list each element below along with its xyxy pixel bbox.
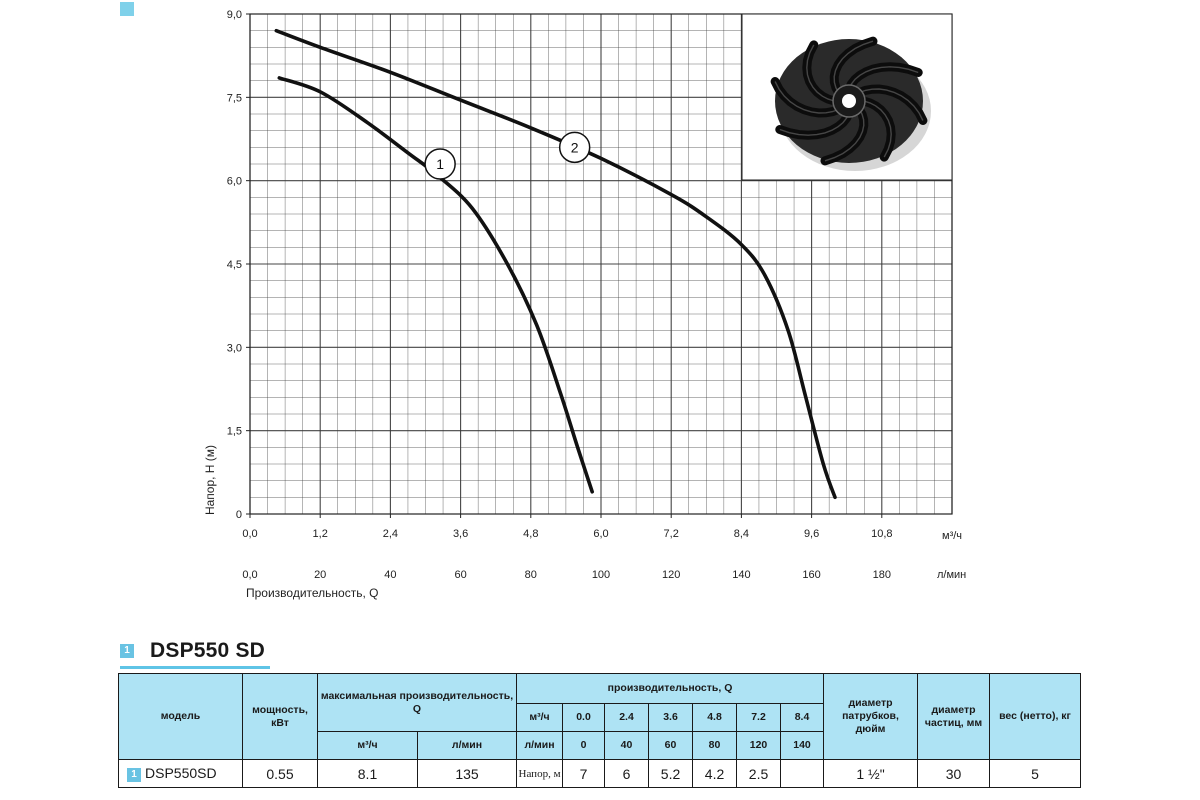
curve-label: 2 bbox=[571, 139, 579, 155]
section-badge: 1 bbox=[120, 644, 134, 658]
series-line-1 bbox=[277, 76, 594, 494]
y-tick-label: 6,0 bbox=[227, 176, 242, 188]
x-tick-label: 7,2 bbox=[664, 528, 679, 540]
chart-series: 12 bbox=[274, 28, 837, 500]
series-line-2 bbox=[274, 28, 837, 500]
x2-tick-label: 120 bbox=[662, 569, 680, 581]
cell-head-1: 6 bbox=[604, 759, 650, 788]
header-flow-m3-1: 2.4 bbox=[604, 703, 650, 732]
impeller-blade-highlight bbox=[848, 66, 919, 90]
impeller-blade-highlight bbox=[863, 100, 892, 158]
x-tick-label: 1,2 bbox=[313, 528, 328, 540]
cell-particle: 30 bbox=[917, 759, 991, 788]
cell-model: 1 DSP550SD bbox=[118, 759, 243, 788]
impeller-blade-highlight bbox=[833, 40, 874, 93]
header-flow-m3-2: 3.6 bbox=[648, 703, 694, 732]
x-axis-unit: м³/ч bbox=[942, 530, 962, 542]
x2-axis-unit: л/мин bbox=[937, 569, 966, 581]
pump-curve-chart: 12 0,0 1,2 2,4 3,6 4,8 6,0 7,2 8,4 9,6 10,80,0 20 4… bbox=[203, 9, 966, 600]
header-max-m3: м³/ч bbox=[317, 731, 418, 760]
cell-head-label: Напор, м bbox=[516, 759, 564, 788]
header-flow: производительность, Q bbox=[516, 673, 825, 704]
header-max-flow: максимальная производительность, Q bbox=[316, 673, 518, 732]
x2-tick-label: 40 bbox=[384, 569, 396, 581]
header-max-lmin: л/мин bbox=[416, 731, 518, 760]
x-tick-label: 9,6 bbox=[804, 528, 819, 540]
x-tick-label: 0,0 bbox=[242, 528, 257, 540]
x-tick-label: 8,4 bbox=[734, 528, 749, 540]
header-model: модель bbox=[118, 673, 243, 760]
x2-tick-label: 60 bbox=[454, 569, 466, 581]
x-tick-label: 6,0 bbox=[593, 528, 608, 540]
section-title: 1 DSP550 SD bbox=[120, 636, 265, 666]
cell-head-3: 4.2 bbox=[692, 759, 738, 788]
cell-pipe: 1 ½" bbox=[823, 759, 919, 788]
header-flow-m3-0: 0.0 bbox=[562, 703, 606, 732]
y-tick-label: 0 bbox=[236, 509, 242, 521]
impeller-blade-highlight bbox=[806, 44, 835, 102]
cell-power: 0.55 bbox=[242, 759, 318, 788]
x-tick-label: 10,8 bbox=[871, 528, 892, 540]
cell-max-m3: 8.1 bbox=[317, 759, 418, 788]
row-model: DSP550SD bbox=[145, 765, 217, 782]
impeller-blade-highlight bbox=[859, 88, 924, 121]
header-flow-m3-5: 8.4 bbox=[780, 703, 825, 732]
y-axis-label: Напор, H (м) bbox=[203, 445, 217, 515]
y-tick-label: 9,0 bbox=[227, 9, 242, 21]
table-row: 1 DSP550SD 0.55 8.1 135 Напор, м 7 6 5.2 … bbox=[118, 759, 1082, 788]
cell-head-0: 7 bbox=[562, 759, 606, 788]
cell-weight: 5 bbox=[989, 759, 1082, 788]
cell-max-lmin: 135 bbox=[416, 759, 518, 788]
x2-tick-label: 0,0 bbox=[242, 569, 257, 581]
x2-tick-label: 160 bbox=[802, 569, 820, 581]
curve-label-circle bbox=[424, 148, 456, 180]
corner-marker bbox=[120, 2, 134, 16]
header-flow-lmin-5: 140 bbox=[780, 731, 825, 760]
cell-head-2: 5.2 bbox=[648, 759, 694, 788]
impeller-blade-highlight bbox=[779, 112, 850, 136]
x2-tick-label: 180 bbox=[873, 569, 891, 581]
header-flow-lmin-label: л/мин bbox=[516, 731, 564, 760]
header-weight: вес (нетто), кг bbox=[989, 673, 1082, 760]
curve-label: 1 bbox=[436, 156, 444, 172]
x-tick-label: 4,8 bbox=[523, 528, 538, 540]
y-tick-label: 3,0 bbox=[227, 342, 242, 354]
x-tick-label: 2,4 bbox=[383, 528, 398, 540]
chart-axes bbox=[246, 13, 953, 518]
cell-head-4: 2.5 bbox=[736, 759, 782, 788]
row-badge: 1 bbox=[127, 767, 141, 782]
impeller-blade-highlight bbox=[824, 109, 865, 162]
title-underline bbox=[120, 666, 270, 669]
header-flow-m3-4: 7.2 bbox=[736, 703, 782, 732]
y-tick-label: 1,5 bbox=[227, 426, 242, 438]
header-flow-m3-label: м³/ч bbox=[516, 703, 564, 732]
header-flow-lmin-4: 120 bbox=[736, 731, 782, 760]
spec-table: модель мощность, кВт максимальная произв… bbox=[118, 673, 1082, 788]
header-power: мощность, кВт bbox=[242, 673, 318, 760]
curve-label-circle bbox=[558, 131, 591, 164]
impeller-bore bbox=[842, 94, 856, 108]
x2-tick-label: 20 bbox=[314, 569, 326, 581]
section-title-text: DSP550 SD bbox=[150, 639, 266, 662]
x-tick-label: 3,6 bbox=[453, 528, 468, 540]
header-flow-lmin-2: 60 bbox=[648, 731, 694, 760]
chart-tick-labels: 0,0 1,2 2,4 3,6 4,8 6,0 7,2 8,4 9,6 10,80,0 20 40 60… bbox=[227, 9, 893, 581]
y-tick-label: 7,5 bbox=[227, 92, 242, 104]
x2-tick-label: 100 bbox=[592, 569, 610, 581]
cell-head-5 bbox=[780, 759, 825, 788]
header-flow-lmin-3: 80 bbox=[692, 731, 738, 760]
impeller-blade-highlight bbox=[774, 81, 839, 114]
header-flow-m3-3: 4.8 bbox=[692, 703, 738, 732]
x2-tick-label: 80 bbox=[525, 569, 537, 581]
header-flow-lmin-0: 0 bbox=[562, 731, 606, 760]
x-axis-label: Производительность, Q bbox=[246, 586, 378, 600]
y-tick-label: 4,5 bbox=[227, 259, 242, 271]
impeller-inset bbox=[741, 13, 953, 181]
header-particle-diameter: диаметр частиц, мм bbox=[917, 673, 991, 760]
header-pipe-diameter: диаметр патрубков, дюйм bbox=[823, 673, 919, 760]
header-flow-lmin-1: 40 bbox=[604, 731, 650, 760]
x2-tick-label: 140 bbox=[732, 569, 750, 581]
